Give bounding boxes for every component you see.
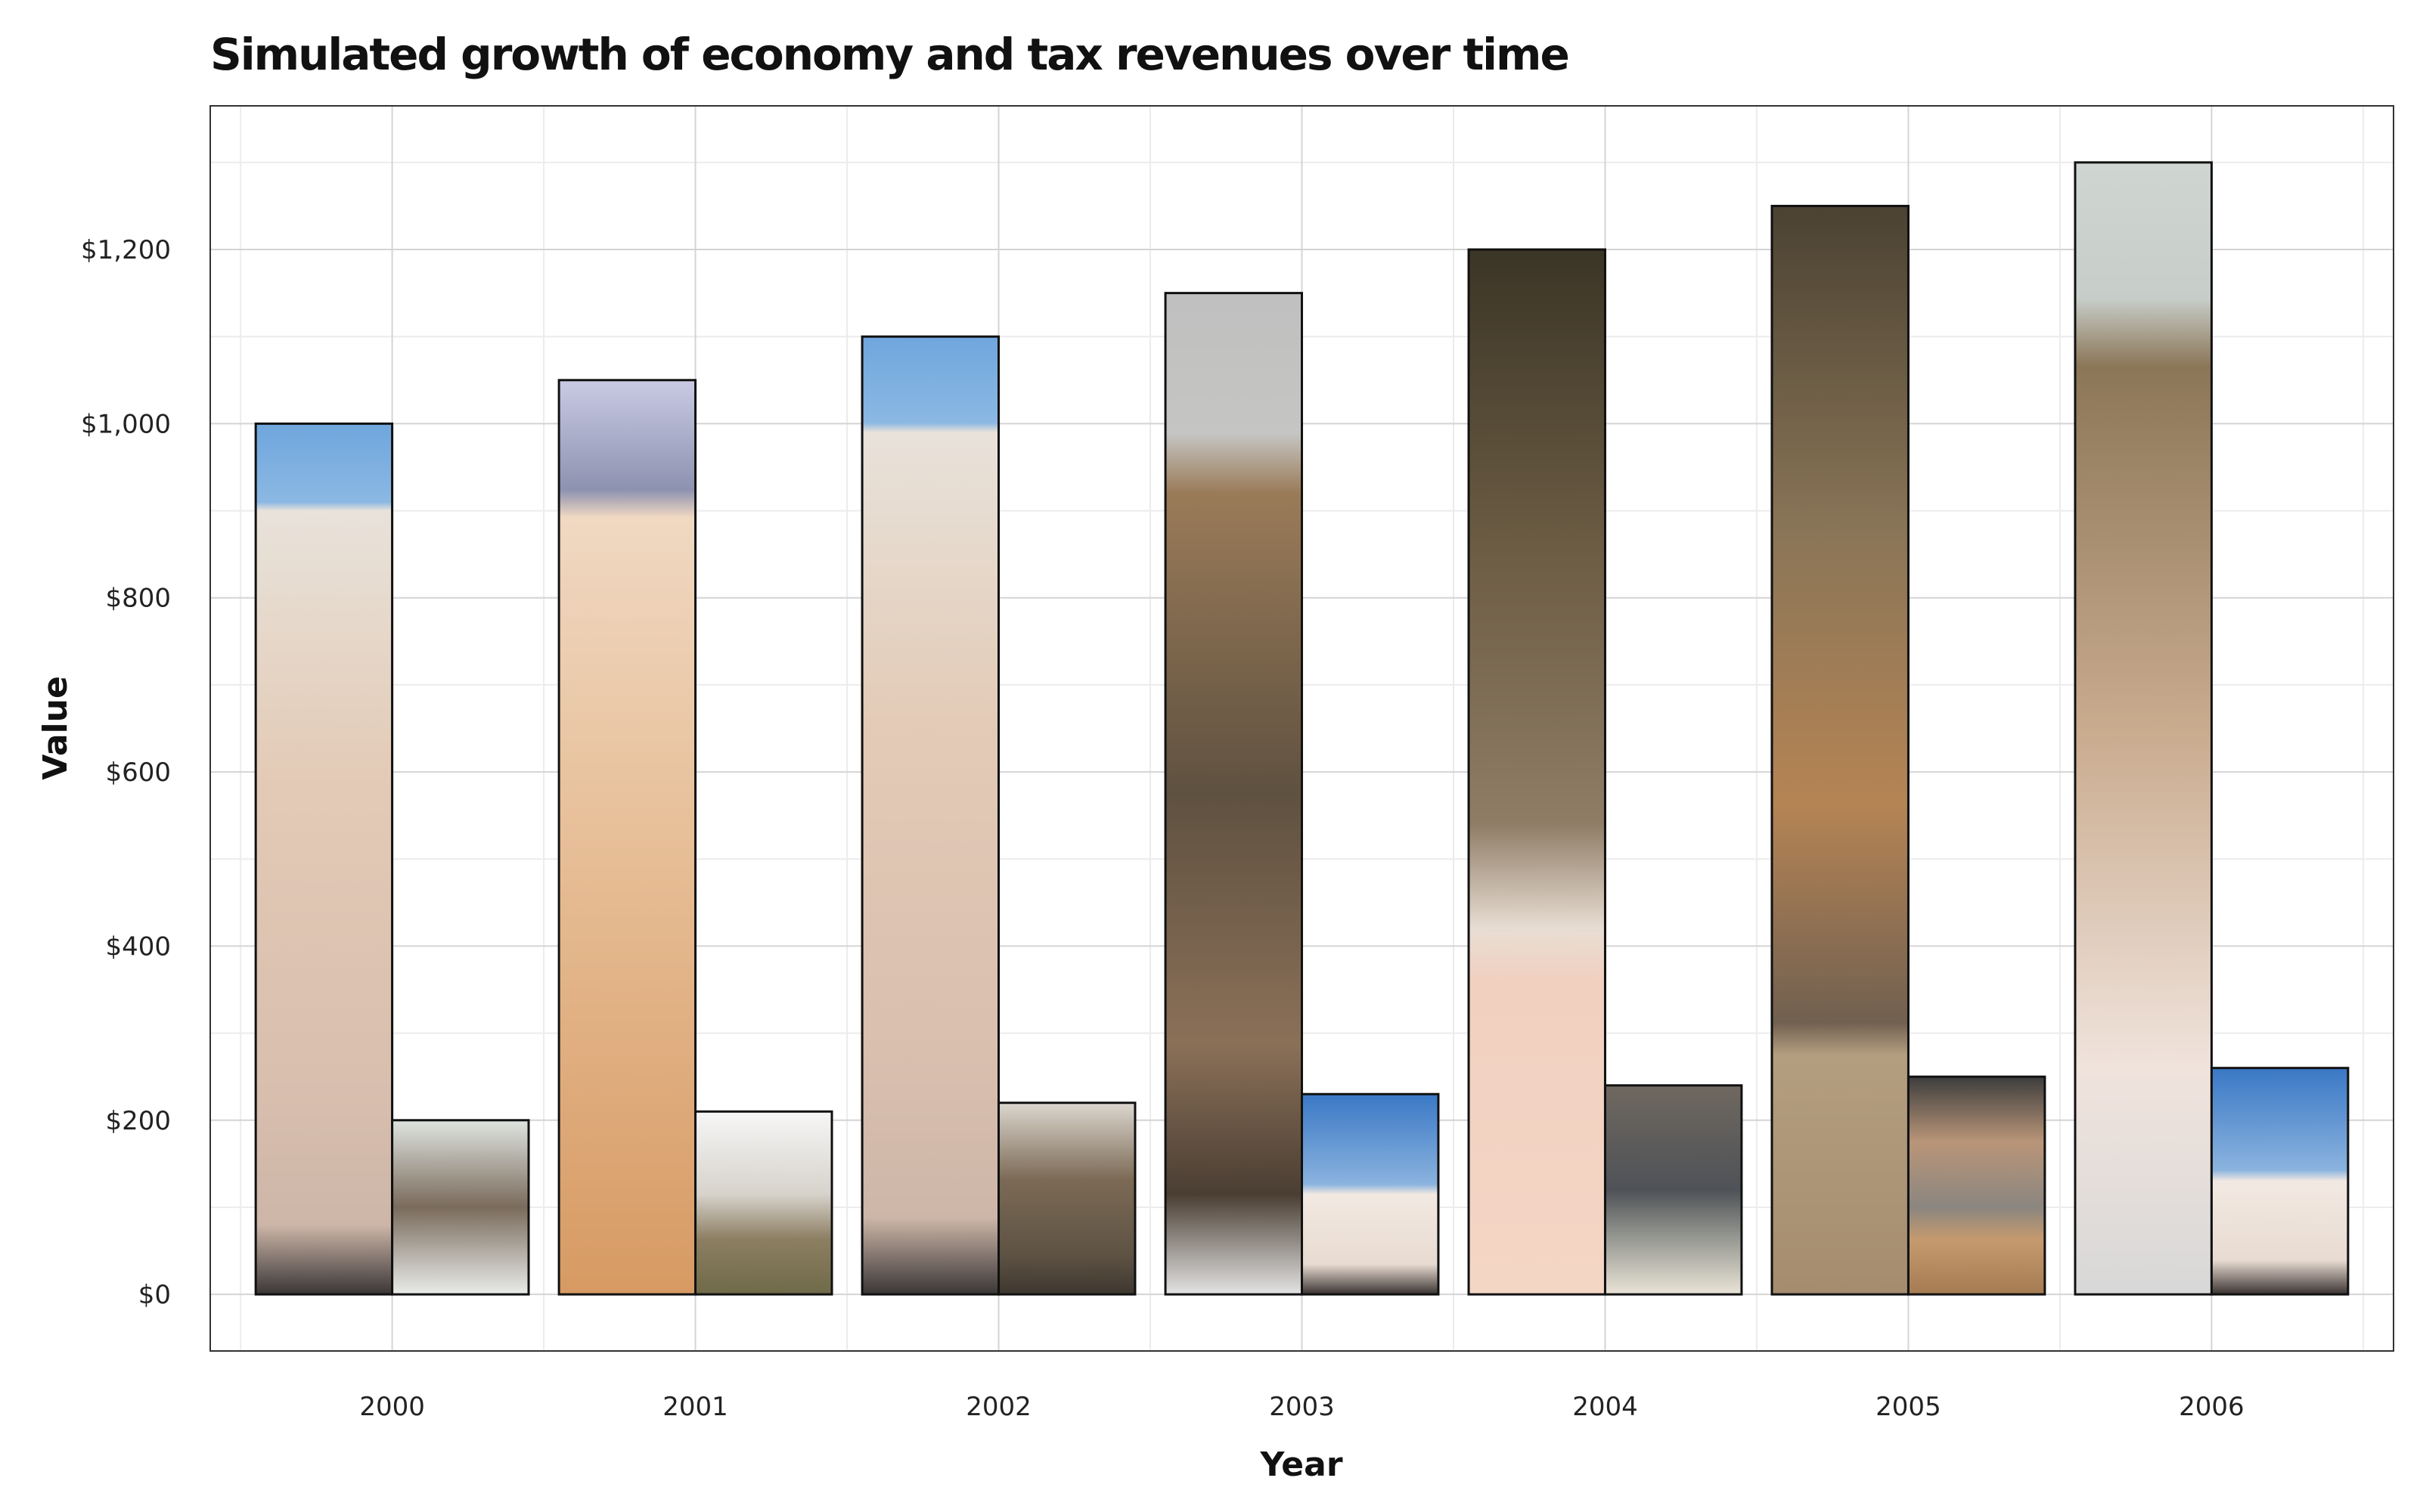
bar-series-2	[997, 1101, 1137, 1296]
y-tick-label: $600	[105, 758, 171, 788]
x-tick-label: 2003	[1269, 1392, 1335, 1422]
x-tick-label: 2006	[2179, 1392, 2245, 1422]
bar-series-2	[391, 1119, 530, 1296]
y-tick-label: $800	[105, 584, 171, 614]
y-axis-title: Value	[36, 676, 75, 780]
bar-series-2	[694, 1110, 833, 1296]
bar-series-1	[1467, 248, 1606, 1296]
bar-series-1	[1770, 204, 1910, 1296]
bar-series-1	[1164, 292, 1303, 1296]
x-tick-label: 2001	[662, 1392, 728, 1422]
y-tick-label: $200	[105, 1106, 171, 1136]
x-tick-label: 2005	[1876, 1392, 1941, 1422]
y-tick-label: $0	[138, 1280, 171, 1310]
chart-title: Simulated growth of economy and tax reve…	[210, 29, 1570, 80]
x-tick-label: 2002	[966, 1392, 1032, 1422]
bar-series-1	[2074, 161, 2213, 1296]
bar-series-1	[254, 422, 394, 1296]
y-tick-label: $400	[105, 931, 171, 962]
y-tick-label: $1,000	[81, 409, 171, 439]
x-tick-label: 2000	[359, 1392, 425, 1422]
y-tick-label: $1,200	[81, 235, 171, 265]
bar-series-2	[1603, 1084, 1743, 1296]
bar-series-2	[1907, 1075, 2046, 1296]
panel-border	[209, 105, 2394, 1352]
x-axis-title: Year	[1259, 1445, 1342, 1484]
bar-series-2	[1301, 1092, 1440, 1296]
x-tick-label: 2004	[1572, 1392, 1638, 1422]
bar-series-2	[2210, 1067, 2350, 1296]
bar-series-1	[861, 335, 1001, 1296]
bar-series-1	[557, 379, 697, 1296]
